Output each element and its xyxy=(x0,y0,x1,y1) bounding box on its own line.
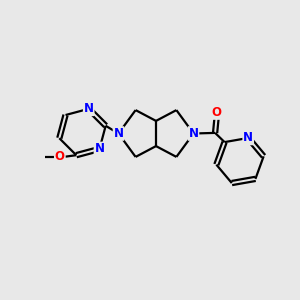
Text: O: O xyxy=(55,150,65,163)
Text: N: N xyxy=(84,102,94,115)
Text: O: O xyxy=(212,106,222,119)
Text: N: N xyxy=(94,142,104,155)
Text: N: N xyxy=(188,127,199,140)
Text: N: N xyxy=(113,127,124,140)
Text: N: N xyxy=(243,131,253,144)
